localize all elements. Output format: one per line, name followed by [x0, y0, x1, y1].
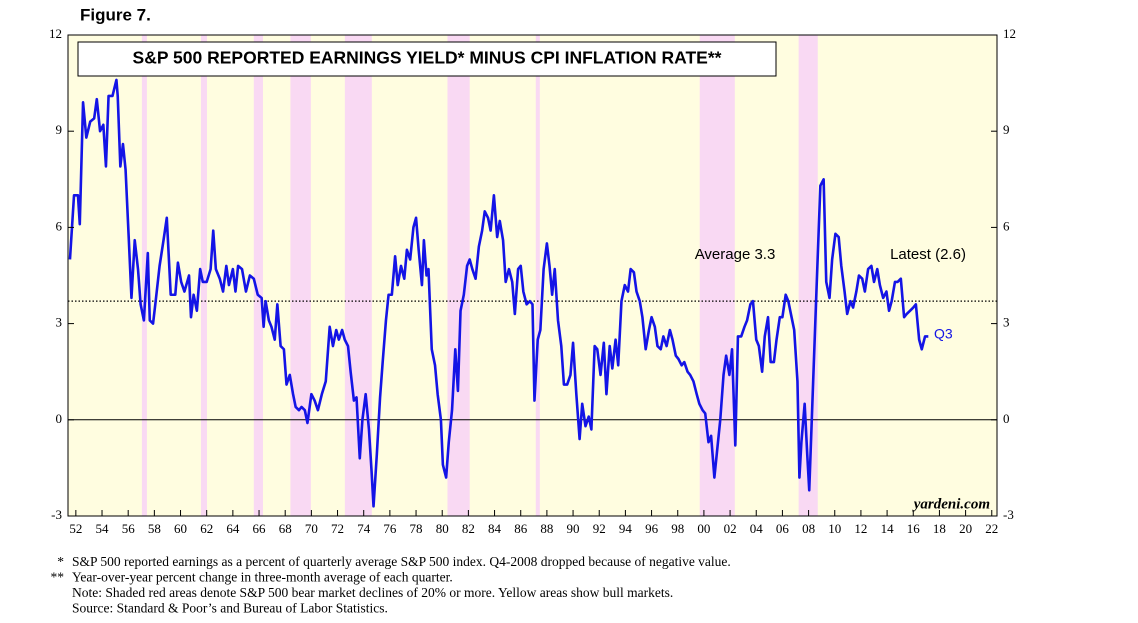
data-line	[68, 78, 929, 508]
x-tick-label: 62	[200, 521, 213, 536]
x-tick-label: 72	[331, 521, 344, 536]
x-tick-label: 98	[671, 521, 684, 536]
y-tick-label: 6	[56, 218, 63, 233]
x-tick-label: 08	[802, 521, 815, 536]
x-tick-label: 18	[933, 521, 946, 536]
x-tick-label: 02	[724, 521, 737, 536]
source-brand: yardeni.com	[912, 496, 990, 512]
footnote-text: S&P 500 reported earnings as a percent o…	[72, 554, 731, 569]
bear-market-band	[290, 35, 311, 516]
bear-market-band	[141, 35, 147, 516]
x-tick-label: 04	[750, 521, 764, 536]
x-tick-label: 82	[462, 521, 475, 536]
x-tick-label: 68	[279, 521, 292, 536]
footnote-text: Note: Shaded red areas denote S&P 500 be…	[72, 585, 673, 600]
y2-tick-label: 9	[1003, 122, 1010, 137]
average-label: Average 3.3	[695, 246, 776, 263]
bear-market-band	[535, 35, 540, 516]
plot-area	[67, 34, 998, 517]
x-tick-label: 56	[122, 521, 136, 536]
x-tick-label: 60	[174, 521, 187, 536]
x-tick-label: 54	[96, 521, 110, 536]
y-tick-label: 12	[49, 26, 62, 41]
x-tick-label: 06	[776, 521, 790, 536]
x-tick-label: 84	[488, 521, 502, 536]
x-tick-label: 00	[697, 521, 710, 536]
chart-title: S&P 500 REPORTED EARNINGS YIELD* MINUS C…	[133, 48, 722, 68]
bear-market-band	[200, 35, 207, 516]
y2-tick-label: 12	[1003, 26, 1016, 41]
footnote-text: Year-over-year percent change in three-m…	[72, 570, 453, 585]
last-point-label: Q3	[934, 326, 953, 342]
x-tick-label: 10	[828, 521, 841, 536]
x-tick-label: 64	[226, 521, 240, 536]
x-tick-label: 96	[645, 521, 659, 536]
x-tick-label: 90	[567, 521, 580, 536]
footnote-text: Source: Standard & Poor’s and Bureau of …	[72, 601, 388, 616]
y2-tick-label: 6	[1003, 218, 1010, 233]
title-box	[77, 41, 777, 77]
x-tick-label: 70	[305, 521, 318, 536]
y-tick-label: 3	[56, 315, 63, 330]
x-tick-label: 94	[619, 521, 633, 536]
x-tick-label: 74	[357, 521, 371, 536]
x-tick-label: 86	[514, 521, 528, 536]
x-tick-label: 58	[148, 521, 161, 536]
y-tick-label: 0	[56, 411, 63, 426]
x-tick-label: 20	[959, 521, 972, 536]
x-tick-label: 78	[410, 521, 423, 536]
y2-tick-label: -3	[1003, 507, 1014, 522]
x-tick-label: 22	[985, 521, 998, 536]
x-tick-label: 80	[436, 521, 449, 536]
y-tick-label: 9	[56, 122, 63, 137]
footnotes: * S&P 500 reported earnings as a percent …	[51, 554, 731, 616]
x-tick-label: 66	[253, 521, 267, 536]
x-tick-label: 52	[69, 521, 82, 536]
x-tick-label: 92	[593, 521, 606, 536]
bear-market-band	[253, 35, 263, 516]
x-tick-label: 76	[383, 521, 397, 536]
x-tick-label: 16	[907, 521, 921, 536]
y2-tick-label: 0	[1003, 411, 1010, 426]
y2-tick-label: 3	[1003, 315, 1010, 330]
footnote-marker: **	[51, 570, 65, 585]
x-tick-label: 14	[881, 521, 895, 536]
y-tick-label: -3	[51, 507, 62, 522]
plot-border	[67, 34, 998, 517]
x-tick-label: 12	[854, 521, 867, 536]
latest-label: Latest (2.6)	[890, 246, 966, 263]
figure-label: Figure 7.	[80, 5, 151, 24]
footnote-marker: *	[57, 554, 64, 569]
bear-market-band	[699, 35, 735, 516]
x-tick-label: 88	[540, 521, 553, 536]
